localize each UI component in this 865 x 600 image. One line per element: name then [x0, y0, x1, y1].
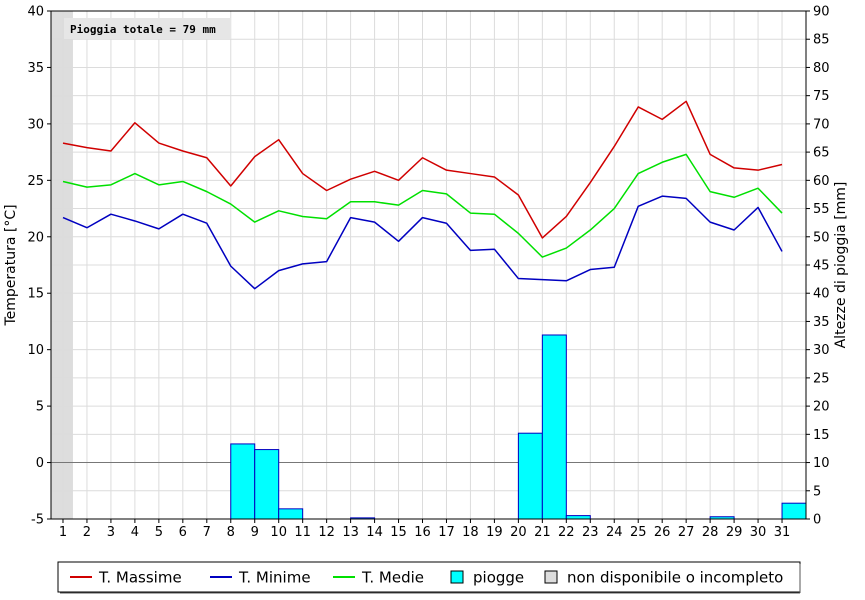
x-tick-label-30: 30: [750, 525, 767, 540]
x-axis-ticks: 1 2 3 4 5 6 7 8 9 10 11 12 13 14 15 16 17 18 19 20 21 22 23 24 2…: [59, 519, 790, 540]
legend-swatch-4: [544, 570, 558, 584]
left-tick-label-15: 15: [27, 287, 44, 302]
x-tick-label-29: 29: [726, 525, 743, 540]
legend-label-3: piogge: [473, 569, 524, 587]
rain-total-annotation: Pioggia totale = 79 mm: [70, 23, 216, 36]
left-axis-ticks: -5 0 5 10 15 20 25 30 35 40: [27, 5, 51, 528]
right-tick-label-85: 85: [813, 33, 830, 48]
legend-label-2: T. Medie: [361, 569, 424, 587]
right-tick-label-25: 25: [813, 371, 830, 386]
legend-swatch-3: [450, 570, 464, 584]
left-tick-label-30: 30: [27, 117, 44, 132]
right-tick-label-0: 0: [813, 513, 821, 528]
right-tick-label-30: 30: [813, 343, 830, 358]
series-line-t-massime: [62, 100, 783, 239]
left-tick-label-40: 40: [27, 5, 44, 20]
x-tick-label-19: 19: [486, 525, 503, 540]
right-tick-label-75: 75: [813, 89, 830, 104]
total-box: [64, 18, 231, 39]
x-tick-label-26: 26: [654, 525, 671, 540]
right-tick-label-20: 20: [813, 400, 830, 415]
temperature-lines: [62, 100, 783, 290]
rain-bar-day-31: [781, 502, 807, 520]
right-tick-label-50: 50: [813, 230, 830, 245]
x-tick-label-20: 20: [510, 525, 527, 540]
legend-label-0: T. Massime: [98, 569, 182, 587]
left-tick-label--5: -5: [31, 513, 44, 528]
left-tick-label-10: 10: [27, 343, 44, 358]
series-line-t-minime: [62, 195, 783, 290]
rain-bar-day-10: [278, 508, 304, 520]
x-tick-label-14: 14: [366, 525, 383, 540]
x-tick-label-7: 7: [203, 525, 211, 540]
x-tick-label-6: 6: [179, 525, 187, 540]
rain-bar-day-21: [541, 334, 567, 520]
x-tick-label-4: 4: [131, 525, 139, 540]
left-tick-label-0: 0: [36, 456, 44, 471]
right-tick-label-5: 5: [813, 484, 821, 499]
x-tick-label-11: 11: [294, 525, 311, 540]
right-tick-label-15: 15: [813, 428, 830, 443]
left-tick-label-5: 5: [36, 400, 44, 415]
x-tick-label-1: 1: [59, 525, 67, 540]
left-axis-title: Temperatura [°C]: [3, 204, 19, 326]
x-tick-label-31: 31: [774, 525, 791, 540]
right-axis-title: Altezze di pioggia [mm]: [833, 182, 849, 349]
left-tick-label-25: 25: [27, 174, 44, 189]
x-tick-label-22: 22: [558, 525, 575, 540]
rain-bar-day-8: [230, 443, 256, 520]
legend-label-4: non disponibile o incompleto: [567, 569, 783, 587]
x-tick-label-18: 18: [462, 525, 479, 540]
right-tick-label-55: 55: [813, 202, 830, 217]
x-tick-label-2: 2: [83, 525, 91, 540]
right-tick-label-65: 65: [813, 146, 830, 161]
right-tick-label-80: 80: [813, 61, 830, 76]
series-line-t-medie: [62, 153, 783, 258]
right-axis-ticks: 0 5 10 15 20 25 30 35 40 45 50 55 60 65 70 75 80 85 90: [806, 5, 830, 528]
x-tick-label-21: 21: [534, 525, 551, 540]
x-tick-label-23: 23: [582, 525, 599, 540]
left-tick-label-20: 20: [27, 230, 44, 245]
x-tick-label-15: 15: [390, 525, 407, 540]
right-tick-label-90: 90: [813, 5, 830, 20]
rain-bar-day-22: [565, 515, 591, 520]
x-tick-label-12: 12: [318, 525, 335, 540]
x-tick-label-8: 8: [227, 525, 235, 540]
right-tick-label-45: 45: [813, 259, 830, 274]
x-tick-label-5: 5: [155, 525, 163, 540]
legend-label-1: T. Minime: [238, 569, 311, 587]
right-tick-label-10: 10: [813, 456, 830, 471]
x-tick-label-16: 16: [414, 525, 431, 540]
right-tick-label-70: 70: [813, 117, 830, 132]
x-tick-label-27: 27: [678, 525, 695, 540]
rain-bars: [230, 334, 807, 520]
x-tick-label-3: 3: [107, 525, 115, 540]
right-tick-label-35: 35: [813, 315, 830, 330]
x-tick-label-24: 24: [606, 525, 623, 540]
rain-bar-day-20: [517, 432, 543, 520]
legend-box: [57, 561, 801, 593]
x-tick-label-25: 25: [630, 525, 647, 540]
x-tick-label-28: 28: [702, 525, 719, 540]
rain-bar-day-9: [254, 449, 280, 520]
left-tick-label-35: 35: [27, 61, 44, 76]
right-tick-label-60: 60: [813, 174, 830, 189]
x-tick-label-13: 13: [342, 525, 359, 540]
legend: T. Massime T. Minime T. Medie piogge non dis…: [57, 561, 801, 594]
right-tick-label-40: 40: [813, 287, 830, 302]
x-tick-label-9: 9: [251, 525, 259, 540]
x-tick-label-10: 10: [270, 525, 287, 540]
x-tick-label-17: 17: [438, 525, 455, 540]
